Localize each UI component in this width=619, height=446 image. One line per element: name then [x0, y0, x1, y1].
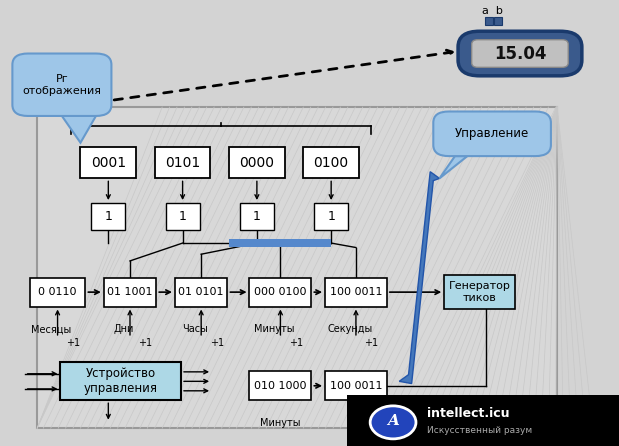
Polygon shape: [62, 116, 96, 143]
Bar: [229, 239, 331, 247]
Bar: [92, 203, 125, 230]
Bar: [80, 147, 136, 178]
Text: 1: 1: [253, 210, 261, 223]
Text: Генератор
тиков: Генератор тиков: [449, 281, 511, 303]
FancyBboxPatch shape: [433, 112, 551, 156]
Text: 01 1001: 01 1001: [107, 287, 153, 297]
Text: 010 1000: 010 1000: [254, 381, 306, 391]
Text: Искусственный разум: Искусственный разум: [427, 426, 532, 435]
Bar: [485, 17, 493, 25]
Text: Минуты: Минуты: [260, 418, 301, 428]
Bar: [347, 395, 619, 446]
Text: 1: 1: [179, 210, 186, 223]
Bar: [37, 107, 557, 428]
FancyBboxPatch shape: [12, 54, 111, 116]
Text: a  b: a b: [482, 6, 503, 16]
Text: 100 0011: 100 0011: [330, 287, 382, 297]
Text: 1: 1: [327, 210, 335, 223]
Text: Дни: Дни: [114, 325, 134, 334]
Bar: [303, 147, 359, 178]
Bar: [325, 277, 387, 307]
Polygon shape: [399, 172, 439, 384]
Text: 0000: 0000: [240, 156, 274, 170]
Polygon shape: [439, 156, 467, 178]
Circle shape: [370, 406, 416, 439]
Text: +1: +1: [210, 338, 223, 348]
Text: Минуты: Минуты: [254, 325, 295, 334]
Text: 15.04: 15.04: [494, 45, 546, 62]
Text: +1: +1: [66, 338, 80, 348]
Bar: [325, 371, 387, 401]
Bar: [103, 277, 157, 307]
Bar: [61, 362, 181, 401]
Text: Управление: Управление: [455, 127, 529, 140]
Bar: [155, 147, 210, 178]
Bar: [249, 277, 311, 307]
Text: 0100: 0100: [314, 156, 348, 170]
Text: 100 0011: 100 0011: [330, 381, 382, 391]
Bar: [444, 275, 515, 309]
Text: 01 0101: 01 0101: [178, 287, 224, 297]
Bar: [175, 277, 228, 307]
Text: Устройство
управления: Устройство управления: [84, 368, 158, 395]
Bar: [229, 147, 285, 178]
Text: Рг
отображения: Рг отображения: [22, 74, 102, 95]
Text: +1: +1: [139, 338, 152, 348]
Text: Секунды: Секунды: [327, 325, 373, 334]
Bar: [240, 203, 274, 230]
Text: 000 0100: 000 0100: [254, 287, 306, 297]
Bar: [494, 17, 502, 25]
Text: 0001: 0001: [91, 156, 126, 170]
Bar: [314, 203, 348, 230]
Text: 1: 1: [105, 210, 112, 223]
Text: Часы: Часы: [182, 325, 208, 334]
Text: intellect.icu: intellect.icu: [427, 407, 509, 421]
Text: +1: +1: [365, 338, 378, 348]
Text: +1: +1: [289, 338, 303, 348]
FancyBboxPatch shape: [458, 31, 582, 76]
Bar: [165, 203, 199, 230]
Text: 0 0110: 0 0110: [38, 287, 77, 297]
Bar: [30, 277, 85, 307]
Text: A: A: [387, 414, 399, 428]
FancyBboxPatch shape: [472, 40, 568, 67]
Text: 0101: 0101: [165, 156, 200, 170]
Text: Месяцы: Месяцы: [31, 325, 72, 334]
Bar: [249, 371, 311, 401]
